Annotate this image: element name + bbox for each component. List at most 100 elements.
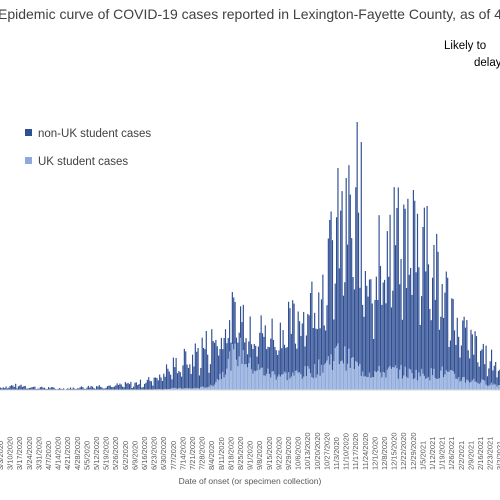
bar-uk <box>422 373 424 390</box>
bar-uk <box>425 378 427 390</box>
x-tick-label: 11/3/2020 <box>332 437 341 470</box>
bar-non-uk <box>122 386 124 390</box>
bar-uk <box>272 371 275 390</box>
bar-non-uk <box>91 386 94 390</box>
x-tick-label: 9/22/2020 <box>274 437 283 470</box>
bar-uk <box>467 380 469 390</box>
bar-non-uk <box>360 142 362 376</box>
bar-non-uk <box>432 277 434 376</box>
bar-uk <box>371 376 373 390</box>
bar-non-uk <box>445 271 447 371</box>
chart-title: Epidemic curve of COVID-19 cases reporte… <box>0 6 500 22</box>
bar-non-uk <box>218 355 220 381</box>
bar-non-uk <box>237 342 239 367</box>
bar-non-uk <box>194 343 196 388</box>
bar-non-uk <box>359 287 361 364</box>
bar-non-uk <box>411 294 413 374</box>
bar-non-uk <box>484 364 486 381</box>
bar-non-uk <box>437 251 439 379</box>
bar-non-uk <box>15 383 17 390</box>
bar-non-uk <box>28 388 30 390</box>
bar-non-uk <box>154 377 157 390</box>
bar-uk <box>314 364 316 390</box>
bar-uk <box>278 374 280 390</box>
bar-non-uk <box>76 388 78 390</box>
bar-uk <box>270 377 272 390</box>
bar-non-uk <box>488 368 490 386</box>
bar-non-uk <box>270 338 272 378</box>
bar-non-uk <box>78 388 80 390</box>
bar-non-uk <box>48 387 50 390</box>
bar-non-uk <box>12 385 14 390</box>
bar-uk <box>209 384 211 390</box>
bar-uk <box>471 380 473 390</box>
bar-non-uk <box>282 330 284 375</box>
bar-non-uk <box>211 329 213 386</box>
bar-non-uk <box>164 376 166 389</box>
bar-non-uk <box>382 282 384 372</box>
bar-non-uk <box>351 238 353 359</box>
bar-non-uk <box>24 385 26 390</box>
bar-non-uk <box>460 345 462 381</box>
bar-uk <box>349 368 351 390</box>
bar-uk <box>281 374 283 390</box>
bar-non-uk <box>69 387 72 390</box>
bar-non-uk <box>305 335 307 377</box>
bar-non-uk <box>182 365 184 389</box>
bar-uk <box>242 350 244 390</box>
x-tick-label: 3/31/2020 <box>34 437 43 470</box>
delay-annotation-line1: Likely to <box>444 40 487 52</box>
bar-uk <box>496 386 498 390</box>
bar-uk <box>401 378 403 390</box>
bar-uk <box>198 388 201 390</box>
bar-non-uk <box>2 387 4 390</box>
bar-uk <box>235 359 238 390</box>
bar-non-uk <box>259 332 261 370</box>
bar-non-uk <box>366 285 368 378</box>
bar-uk <box>353 368 355 390</box>
bar-uk <box>201 386 203 390</box>
bar-uk <box>455 378 457 390</box>
bar-uk <box>352 357 354 390</box>
bar-non-uk <box>375 276 377 373</box>
bar-uk <box>294 370 297 390</box>
bar-non-uk <box>434 299 436 379</box>
bar-non-uk <box>244 342 246 365</box>
bar-non-uk <box>197 347 199 389</box>
bar-non-uk <box>315 328 317 378</box>
bar-non-uk <box>123 387 125 390</box>
bar-non-uk <box>227 337 229 359</box>
bar-non-uk <box>157 380 159 390</box>
bar-non-uk <box>160 377 162 390</box>
bar-non-uk <box>100 386 102 390</box>
bar-uk <box>493 383 495 390</box>
bar-non-uk <box>338 268 340 365</box>
bar-uk <box>478 383 480 390</box>
bar-non-uk <box>458 336 460 378</box>
bar-non-uk <box>448 346 450 372</box>
bar-uk <box>404 366 406 390</box>
bar-uk <box>187 388 190 390</box>
bar-uk <box>307 366 309 390</box>
bar-non-uk <box>249 316 251 358</box>
bar-non-uk <box>469 358 471 383</box>
bar-non-uk <box>397 187 399 379</box>
bar-non-uk <box>336 217 338 347</box>
x-tick-label: 2/16/2021 <box>476 437 485 470</box>
bar-uk <box>170 388 172 390</box>
bar-uk <box>164 388 166 390</box>
bar-non-uk <box>224 329 227 375</box>
bar-uk <box>218 380 220 390</box>
bar-non-uk <box>142 386 144 390</box>
bar-non-uk <box>344 282 346 347</box>
x-tick-labels: 3/3/2020 3/10/2020 3/17/2020 3/24/2020 3/31/… <box>0 432 500 470</box>
bar-non-uk <box>384 279 386 373</box>
bar-non-uk <box>20 384 22 390</box>
bar-uk <box>283 371 286 390</box>
bar-non-uk <box>240 306 242 338</box>
legend-label-non-uk: non-UK student cases <box>38 128 152 140</box>
bar-non-uk <box>426 206 428 379</box>
bar-uk <box>334 347 336 390</box>
bar-uk <box>298 372 301 390</box>
bar-uk <box>429 380 431 390</box>
